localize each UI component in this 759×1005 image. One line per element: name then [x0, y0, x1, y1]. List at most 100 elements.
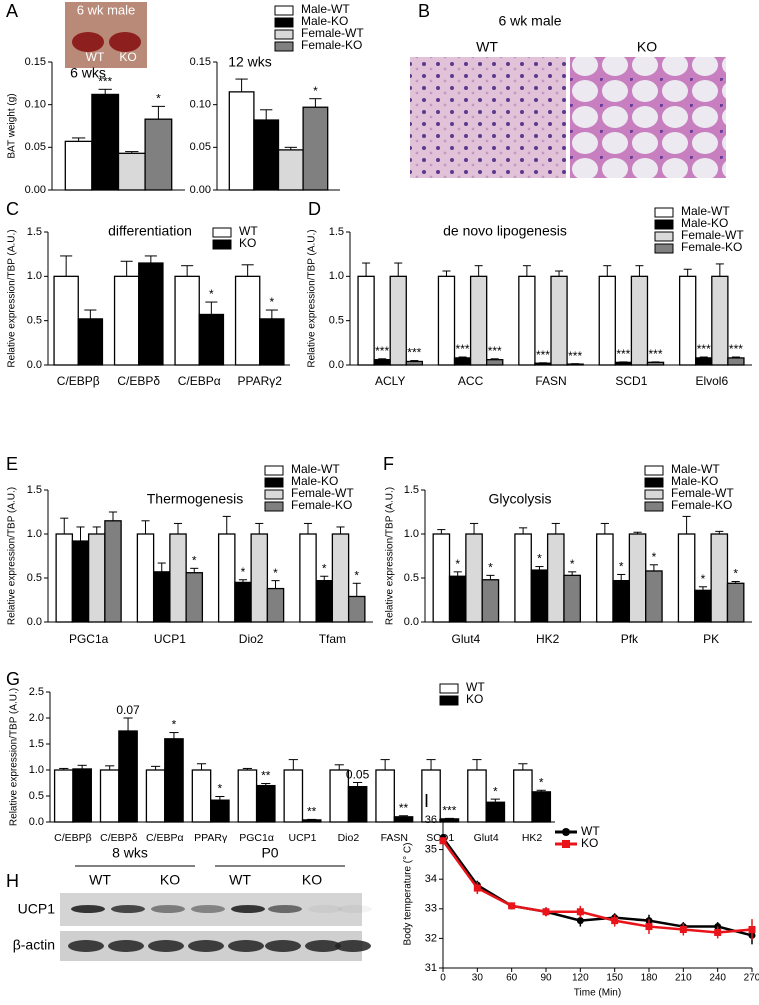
significance-label: *	[539, 775, 544, 789]
significance-label: **	[399, 801, 409, 815]
significance-label: **	[307, 805, 317, 819]
legend-label: Female-KO	[671, 498, 732, 512]
histology-label: WT	[476, 39, 498, 55]
y-axis-label: Relative expression/TBP (A.U.)	[7, 229, 18, 367]
x-tick-label: 150	[606, 973, 623, 984]
x-tick-label: Dio2	[239, 632, 264, 646]
bar	[389, 275, 407, 366]
legend-label: Female-KO	[291, 498, 352, 512]
significance-label: *	[270, 295, 275, 309]
bar	[71, 540, 90, 623]
legend-swatch	[264, 501, 284, 512]
y-tick-label: 2.0	[29, 712, 44, 724]
bar	[210, 799, 230, 823]
y-tick-label: 1.5	[29, 738, 44, 750]
bar	[72, 768, 92, 823]
significance-label: *	[619, 560, 624, 574]
significance-label: *	[455, 557, 460, 571]
bar	[514, 533, 532, 623]
marker	[576, 917, 584, 925]
photo-label: WT	[86, 50, 105, 64]
chart-title: Glycolysis	[488, 491, 551, 507]
bar	[481, 579, 500, 623]
legend-swatch	[654, 207, 674, 218]
y-axis-label: Body temperature (° C)	[403, 843, 414, 946]
y-tick-label: 1.0	[404, 528, 419, 540]
x-tick-label: PGC1α	[239, 832, 274, 844]
x-tick-label: PK	[703, 632, 719, 646]
legend-swatch	[654, 243, 674, 254]
y-tick-label: 0.5	[27, 572, 42, 584]
marker	[679, 926, 687, 934]
bar	[486, 359, 504, 366]
significance-label: *	[537, 552, 542, 566]
y-tick-label: 34	[425, 873, 437, 885]
blot-label: UCP1	[18, 901, 56, 917]
bar	[531, 791, 552, 823]
bar	[546, 533, 565, 623]
bar	[255, 784, 276, 823]
significance-label: ***	[375, 344, 389, 358]
marker	[508, 902, 516, 910]
marker	[576, 908, 584, 916]
lane-label: KO	[160, 872, 180, 888]
bar	[91, 93, 120, 191]
x-tick-label: 240	[709, 973, 726, 984]
significance-label: 0.07	[116, 703, 140, 717]
legend-swatch	[644, 501, 664, 512]
y-tick-label: 0.5	[29, 790, 44, 802]
bar	[628, 533, 647, 623]
panel-letter: A	[6, 1, 18, 21]
legend-label: Female-WT	[301, 26, 364, 40]
photo-title: 6 wk male	[77, 2, 136, 17]
x-tick-label: C/EBPβ	[54, 832, 92, 844]
chart-title: 12 wks	[228, 54, 272, 70]
blot-band	[111, 905, 145, 913]
significance-label: *	[493, 784, 498, 798]
panel-letter: I	[424, 791, 429, 811]
legend-label: Female-KO	[301, 38, 362, 52]
legend-swatch	[274, 41, 294, 52]
blot-band	[151, 905, 185, 913]
legend-label: KO	[239, 236, 256, 250]
significance-label: *	[570, 557, 575, 571]
legend-swatch	[274, 5, 294, 16]
bar	[711, 275, 729, 366]
legend-label: KO	[581, 836, 598, 850]
bar	[277, 149, 304, 191]
y-tick-label: 0.05	[25, 141, 46, 153]
y-tick-label: 1.0	[329, 270, 344, 282]
legend-swatch	[274, 17, 294, 28]
y-tick-label: 1.5	[329, 226, 344, 238]
blot-band	[148, 940, 184, 952]
significance-label: *	[209, 287, 214, 301]
legend-swatch	[264, 477, 284, 488]
bar	[64, 140, 93, 191]
tissue	[109, 32, 141, 52]
legend-label: Female-KO	[681, 240, 742, 254]
y-tick-label: 1.5	[27, 484, 42, 496]
legend-label: WT	[466, 680, 485, 694]
significance-label: *	[313, 84, 318, 98]
y-tick-label: 0.10	[25, 99, 46, 111]
significance-label: *	[322, 561, 327, 575]
bar	[677, 533, 696, 623]
blot-band	[188, 940, 224, 952]
panel-letter: D	[308, 199, 321, 219]
blot-band	[71, 905, 105, 913]
y-tick-label: 0.0	[27, 359, 42, 371]
bar	[191, 769, 212, 823]
chart-title: 6 wks	[70, 65, 106, 81]
bar	[302, 106, 329, 191]
significance-label: *	[354, 568, 359, 582]
x-tick-label: C/EBPδ	[117, 374, 160, 388]
legend-swatch	[439, 683, 459, 694]
bar	[228, 91, 255, 191]
bar	[465, 533, 483, 623]
y-tick-label: 0.0	[404, 616, 419, 628]
bar	[253, 119, 280, 191]
legend-label: Female-WT	[671, 486, 734, 500]
panel-letter: F	[383, 454, 394, 474]
legend-label: Male-KO	[301, 14, 348, 28]
bar	[99, 769, 120, 823]
